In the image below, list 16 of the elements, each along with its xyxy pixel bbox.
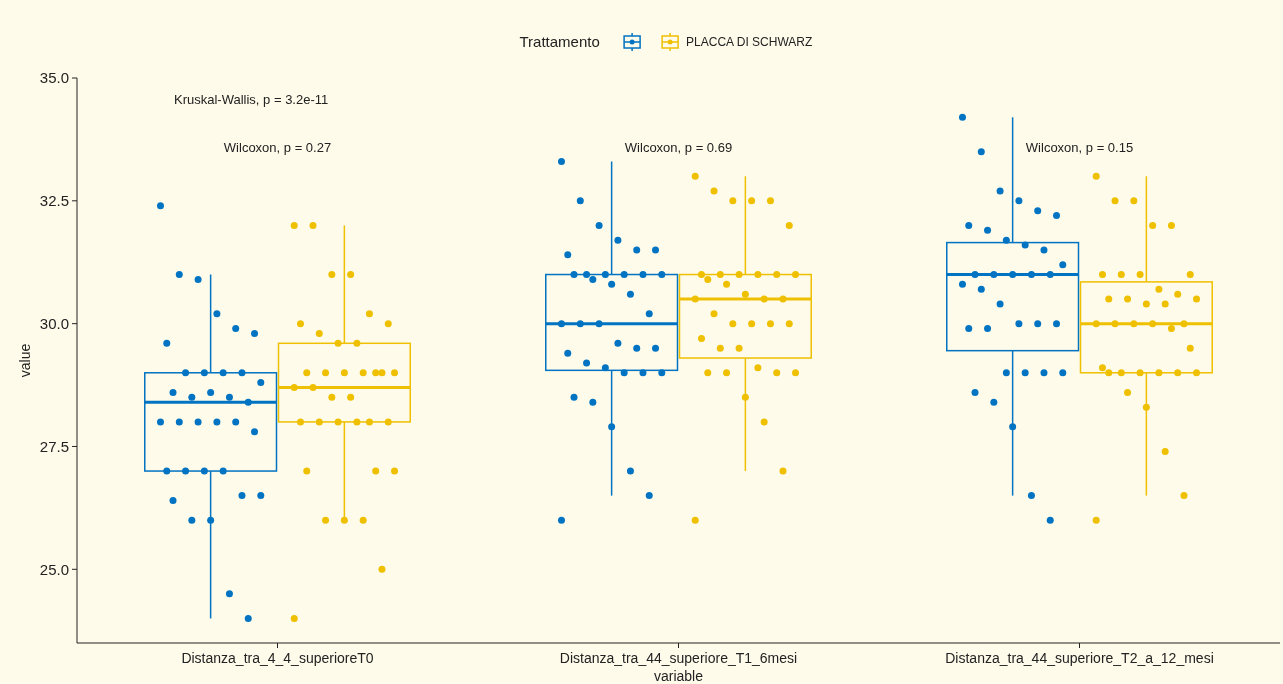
annotation: Kruskal-Wallis, p = 3.2e-11 [174,92,329,107]
annotation: Wilcoxon, p = 0.69 [624,140,733,155]
legend-label: PLACCA DI SCHWARZ [686,35,813,50]
annotation: Wilcoxon, p = 0.27 [223,140,332,155]
legend-title: Trattamento [519,33,600,51]
annotation: Wilcoxon, p = 0.15 [1025,140,1134,155]
y-tick-label: 27.5 [39,437,69,455]
y-axis-title: value [17,343,33,378]
x-axis-title: variable [653,668,704,684]
y-tick-label: 30.0 [39,314,69,332]
y-tick-label: 25.0 [39,560,69,578]
x-tick-label: Distanza_tra_44_superiore_T1_6mesi [559,650,798,666]
x-tick-label: Distanza_tra_44_superiore_T2_a_12_mesi [945,650,1214,666]
y-tick-label: 35.0 [39,69,69,87]
y-tick-label: 32.5 [39,192,69,210]
x-tick-label: Distanza_tra_4_4_superioreT0 [181,650,374,666]
